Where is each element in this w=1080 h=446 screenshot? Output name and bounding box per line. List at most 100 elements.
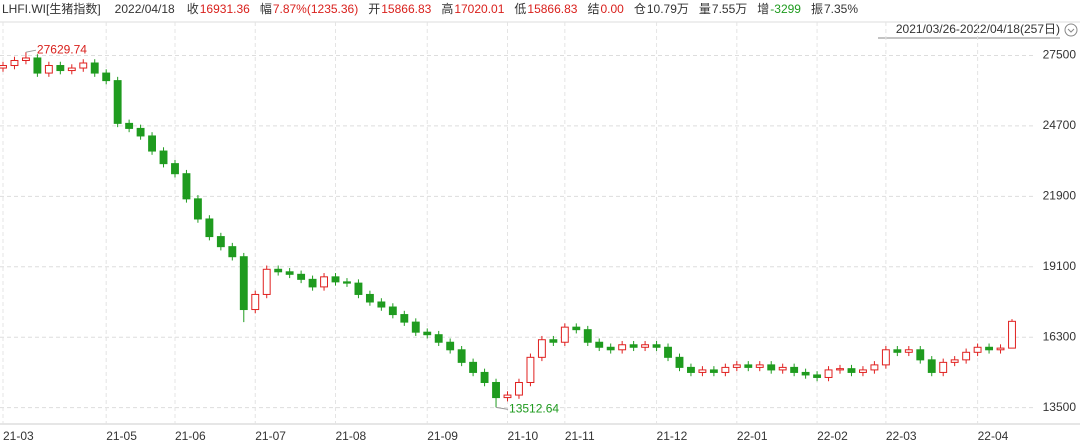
candle-body [331,276,340,283]
candle-body [560,326,569,343]
candle-body [813,374,822,378]
candle-body [0,65,7,69]
item-value: 0.00 [600,2,624,16]
item-label: 仓 [634,2,646,16]
candle-body [216,236,225,248]
x-tick-label: 22-03 [886,429,917,443]
candle-body [285,271,294,275]
candle-body [801,371,810,376]
item-value: 16931.36 [200,2,250,16]
candle-body [113,80,122,124]
candle-body [136,127,145,137]
candle-body [927,359,936,373]
candle-body [675,356,684,368]
item-value: 7.87%(1235.36) [273,2,358,16]
candle-body [790,366,799,373]
candle-body [618,344,627,351]
candle-body [515,381,523,396]
item-value: 7.55万 [712,2,747,16]
candle-body [904,349,913,353]
range-toggle[interactable] [1064,23,1078,37]
candle-body [939,361,948,373]
candle-body [388,306,397,316]
candle-body [721,366,730,373]
y-tick-label: 16300 [1043,329,1077,343]
item-label: 量 [699,2,711,16]
candle-body [400,314,409,323]
candle-body [664,346,672,358]
candle-body [985,346,994,351]
candle-body [847,368,856,373]
candle-body [102,72,111,82]
candle-body [21,57,30,61]
y-tick-label: 24700 [1043,118,1077,132]
candle-body [595,341,604,348]
candle-body [709,369,718,373]
candle-body [503,394,512,399]
x-tick-label: 21-11 [565,429,595,443]
candle-body [90,62,99,74]
candle-body [996,347,1005,351]
min-label: 13512.64 [509,402,559,416]
candle-body [583,329,592,343]
candle-body [778,366,787,371]
item-value: 15866.83 [527,2,577,16]
candle-body [549,339,558,343]
candle-body [537,339,546,358]
candle-body [687,366,695,373]
x-tick-label: 21-05 [106,429,137,443]
x-tick-label: 21-03 [3,429,34,443]
y-tick-label: 21900 [1043,189,1077,203]
candle-body [457,349,466,363]
candle-body [881,349,890,366]
x-tick-label: 22-02 [817,429,848,443]
item-label: 开 [368,2,380,16]
item-label: 低 [514,2,526,16]
candle-body [893,349,902,353]
candle-body [767,364,776,371]
candle-body [572,326,581,331]
max-pointer [25,49,37,53]
x-tick-label: 21-12 [657,429,688,443]
candle-body [79,62,88,69]
candle-body [755,364,764,368]
candle-body [469,361,478,373]
y-tick-label: 19100 [1043,259,1077,273]
candle-body [297,273,306,280]
candle-body [973,346,982,353]
candle-body [606,346,615,351]
min-pointer [495,406,509,410]
candle-body [744,364,753,368]
candle-body [320,276,328,288]
item-value: 15866.83 [381,2,431,16]
item-label: 收 [187,2,199,16]
candle-body [446,341,455,351]
item-label: 增 [757,2,769,16]
candle-body [641,344,650,348]
x-tick-label: 22-04 [978,429,1009,443]
candle-body [159,150,168,165]
candle-body [629,344,638,348]
candle-body [411,321,420,333]
x-tick-label: 21-08 [336,429,367,443]
candle-body [1008,320,1016,349]
y-tick-label: 13500 [1043,400,1077,414]
item-value: 10.79万 [647,2,689,16]
candle-body [56,65,65,72]
candle-body [480,371,489,383]
candle-body [916,349,925,361]
candle-body [859,369,867,373]
candle-body [698,369,707,373]
y-tick-label: 27500 [1043,48,1077,62]
candle-body [434,334,443,343]
item-value: 7.35% [824,2,858,16]
candle-body [262,268,271,295]
candle-body [423,331,432,336]
candle-body [228,246,237,258]
candle-body [962,351,971,361]
candle-body [732,364,741,368]
candle-body [492,381,500,399]
range-toggle-arrow[interactable] [1067,28,1075,33]
candle-body [67,67,76,72]
